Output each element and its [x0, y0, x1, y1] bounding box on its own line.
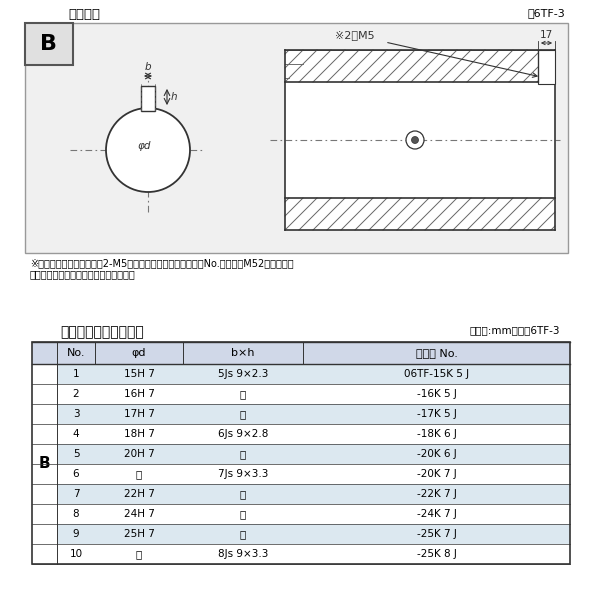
Bar [32, 364, 57, 564]
Text: -25K 8 J: -25K 8 J [416, 549, 457, 559]
Text: -20K 7 J: -20K 7 J [416, 469, 457, 479]
Bar [57, 544, 570, 564]
Text: b×h: b×h [231, 348, 255, 358]
Bar [538, 50, 555, 84]
Text: 22H 7: 22H 7 [124, 489, 154, 499]
Text: -16K 5 J: -16K 5 J [416, 389, 457, 399]
Text: B: B [38, 457, 50, 472]
Bar [32, 342, 570, 564]
Text: φd: φd [137, 141, 151, 151]
Text: b: b [145, 62, 151, 72]
Text: 25H 7: 25H 7 [124, 529, 154, 539]
Bar [57, 504, 570, 524]
Text: h: h [171, 92, 178, 102]
Circle shape [406, 131, 424, 149]
Bar [25, 23, 73, 65]
Circle shape [106, 108, 190, 192]
Circle shape [412, 136, 419, 143]
Text: -22K 7 J: -22K 7 J [416, 489, 457, 499]
Text: 24H 7: 24H 7 [124, 509, 154, 519]
Text: 5Js 9×2.3: 5Js 9×2.3 [218, 369, 268, 379]
Text: 06TF-15K 5 J: 06TF-15K 5 J [404, 369, 469, 379]
Text: 4: 4 [73, 429, 79, 439]
Bar [25, 23, 568, 253]
Bar [141, 86, 155, 111]
Text: 〃: 〃 [240, 449, 246, 459]
Bar [57, 444, 570, 464]
Text: 9: 9 [73, 529, 79, 539]
Text: 1: 1 [73, 369, 79, 379]
Text: B: B [41, 34, 58, 54]
Text: -24K 7 J: -24K 7 J [416, 509, 457, 519]
Text: 軸穴形状: 軸穴形状 [68, 8, 100, 21]
Text: 7: 7 [73, 489, 79, 499]
Text: 7Js 9×3.3: 7Js 9×3.3 [218, 469, 268, 479]
Text: 6: 6 [73, 469, 79, 479]
Text: 5: 5 [73, 449, 79, 459]
Text: 10: 10 [70, 549, 83, 559]
Text: No.: No. [67, 348, 85, 358]
Text: 2: 2 [73, 389, 79, 399]
Text: 16H 7: 16H 7 [124, 389, 154, 399]
Text: コード No.: コード No. [416, 348, 457, 358]
Text: -17K 5 J: -17K 5 J [416, 409, 457, 419]
Text: 〃: 〃 [240, 489, 246, 499]
Text: 17H 7: 17H 7 [124, 409, 154, 419]
Text: 〃: 〃 [240, 529, 246, 539]
Text: （単位:mm）　表6TF-3: （単位:mm） 表6TF-3 [470, 325, 560, 335]
Text: -18K 6 J: -18K 6 J [416, 429, 457, 439]
Text: 17: 17 [540, 30, 553, 40]
Bar [57, 524, 570, 544]
Text: 3: 3 [73, 409, 79, 419]
Bar [57, 464, 570, 484]
Bar [57, 384, 570, 404]
Text: 〃: 〃 [240, 509, 246, 519]
Text: φd: φd [132, 348, 146, 358]
Bar [285, 50, 555, 230]
Text: 6Js 9×2.8: 6Js 9×2.8 [218, 429, 268, 439]
Text: 8: 8 [73, 509, 79, 519]
Text: 8Js 9×3.3: 8Js 9×3.3 [218, 549, 268, 559]
Text: 〃: 〃 [240, 409, 246, 419]
Text: （セットボルトは付属されています。）: （セットボルトは付属されています。） [30, 269, 136, 279]
Text: 軸穴形状コード一覧表: 軸穴形状コード一覧表 [60, 325, 144, 339]
Text: ※セットボルト用タップ（2-M5）が必要な場合は右記コードNo.の末尾にM52を付ける。: ※セットボルト用タップ（2-M5）が必要な場合は右記コードNo.の末尾にM52を… [30, 258, 293, 268]
Text: 囶6TF-3: 囶6TF-3 [527, 8, 565, 18]
Text: 〃: 〃 [240, 389, 246, 399]
Text: ※2－M5: ※2－M5 [335, 30, 374, 40]
Bar [57, 404, 570, 424]
Bar [32, 342, 570, 364]
Text: 18H 7: 18H 7 [124, 429, 154, 439]
Bar [57, 364, 570, 384]
Text: 〃: 〃 [136, 549, 142, 559]
Text: -25K 7 J: -25K 7 J [416, 529, 457, 539]
Text: 15H 7: 15H 7 [124, 369, 154, 379]
Text: 20H 7: 20H 7 [124, 449, 154, 459]
Text: 〃: 〃 [136, 469, 142, 479]
Text: -20K 6 J: -20K 6 J [416, 449, 457, 459]
Bar [57, 484, 570, 504]
Bar [57, 424, 570, 444]
